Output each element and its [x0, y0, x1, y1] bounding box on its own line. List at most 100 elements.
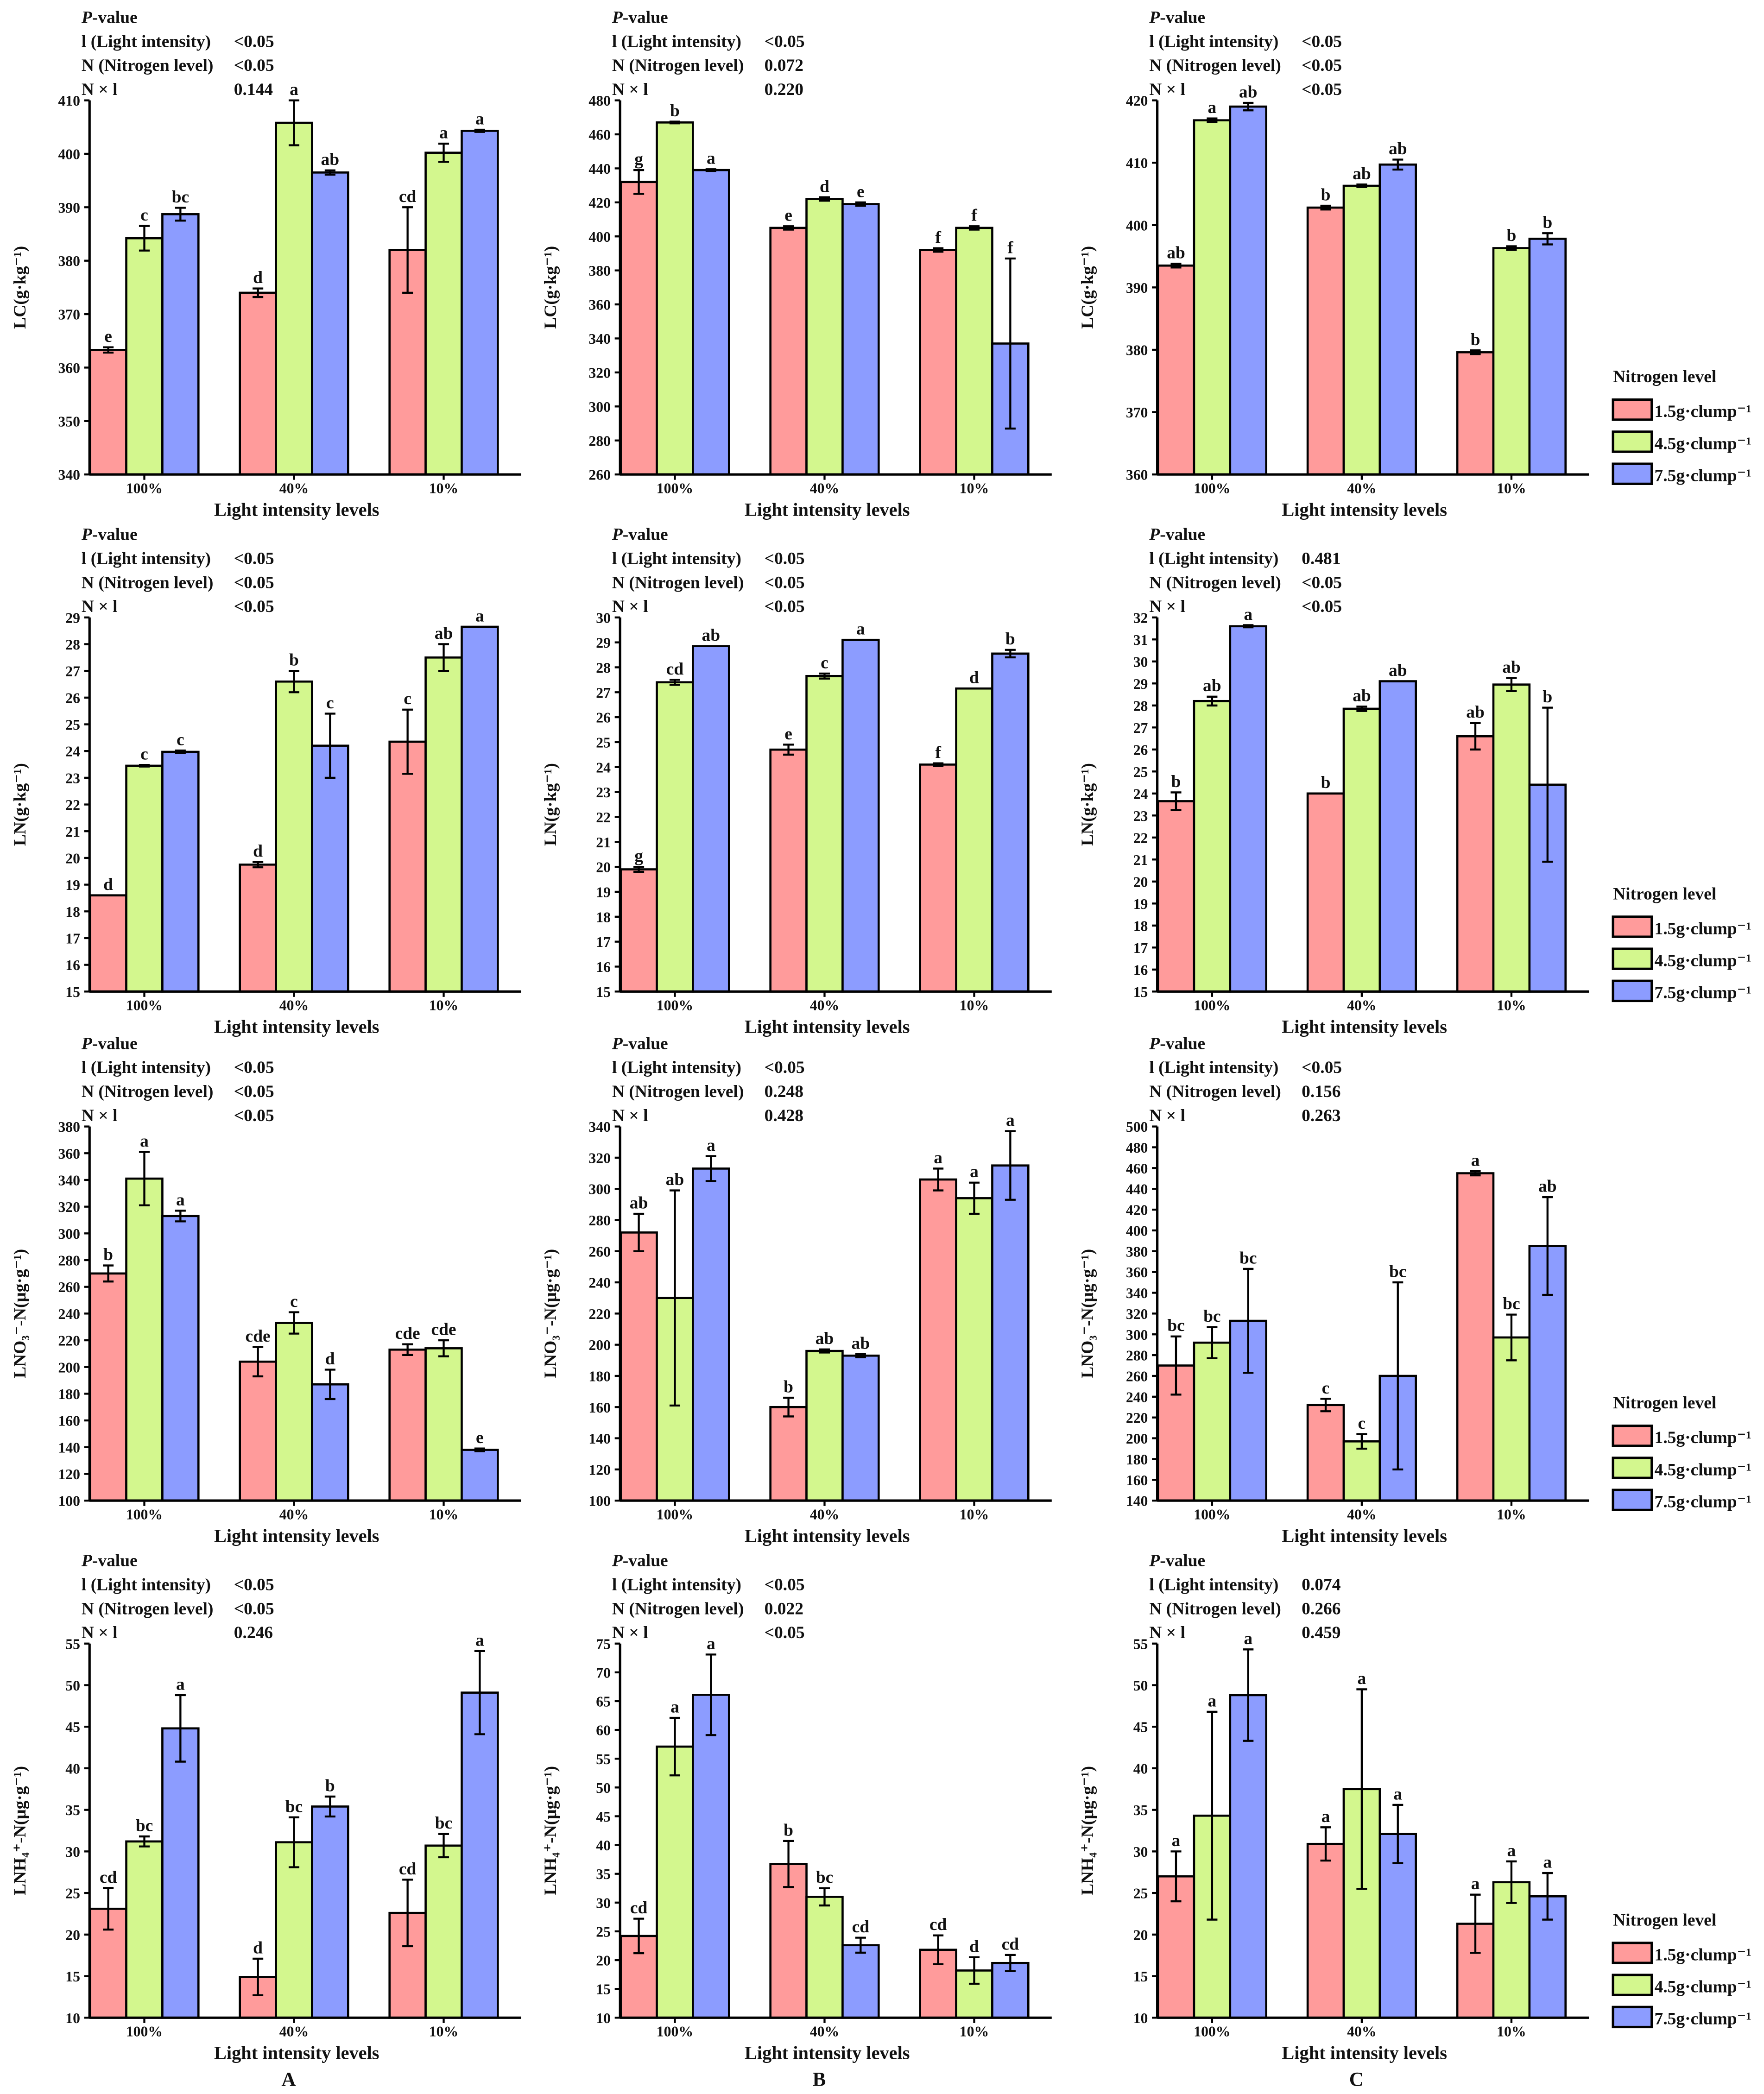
y-tick-label: 65	[596, 1694, 611, 1710]
pvalue-row-value: <0.05	[765, 597, 805, 616]
y-tick-label: 27	[65, 663, 80, 680]
x-tick-label: 40%	[810, 997, 839, 1014]
pvalue-row-label: N (Nitrogen level)	[82, 1082, 214, 1101]
significance-letter: ab	[1538, 1177, 1557, 1196]
bar-n1.5	[89, 1272, 127, 1502]
x-tick-label: 40%	[279, 1507, 309, 1523]
bar-n4.5	[424, 1844, 463, 2019]
y-axis-title: LC(g·kg⁻¹)	[11, 246, 30, 329]
bar-n4.5	[955, 1197, 993, 1502]
pvalue-row-label: N × l	[82, 597, 118, 616]
pvalue-title-rest: -value	[623, 8, 668, 27]
significance-letter: b	[1543, 213, 1552, 232]
pvalue-row-label: N × l	[612, 80, 648, 99]
y-tick-label: 360	[1126, 1264, 1148, 1280]
bar-n1.5	[1306, 1842, 1345, 2019]
bar-n4.5	[955, 687, 993, 993]
y-tick-label: 25	[1133, 1886, 1148, 1902]
y-tick-label: 50	[596, 1780, 611, 1796]
y-tick-label: 30	[596, 610, 611, 626]
y-tick-label: 320	[588, 1150, 611, 1166]
legend: Nitrogen level 1.5g·clump⁻¹ 4.5g·clump⁻¹ 7.…	[1612, 367, 1751, 486]
y-axis-title: LNH₄⁺-N(μg·g⁻¹)	[541, 1766, 560, 1895]
significance-letter: a	[1244, 1629, 1252, 1648]
y-tick-label: 24	[1133, 786, 1148, 802]
significance-letter: a	[1471, 1874, 1480, 1893]
bar-n4.5	[805, 1896, 844, 2019]
y-tick-label: 19	[1133, 896, 1148, 912]
y-tick-label: 15	[65, 1968, 80, 1985]
y-tick-label: 260	[588, 1243, 611, 1260]
significance-letter: a	[140, 1132, 149, 1151]
y-tick-label: 40	[1133, 1760, 1148, 1777]
pvalue-title-rest: -value	[623, 525, 668, 544]
bar-n7.5	[1229, 105, 1267, 476]
x-tick-label: 40%	[1347, 2024, 1376, 2040]
y-tick-label: 400	[58, 146, 80, 163]
y-tick-label: 180	[588, 1369, 611, 1385]
significance-letter: c	[1322, 1379, 1330, 1398]
significance-letter: ab	[852, 1334, 870, 1353]
bar-n7.5	[692, 645, 730, 993]
significance-letter: ab	[1353, 164, 1371, 183]
x-tick-label: 10%	[960, 997, 989, 1014]
pvalue-row-value: 0.072	[765, 56, 803, 75]
significance-letter: e	[476, 1428, 484, 1447]
y-tick-label: 23	[1133, 808, 1148, 824]
bar-n1.5	[89, 894, 127, 993]
bar-n4.5	[1342, 184, 1381, 476]
x-axis-title: Light intensity levels	[214, 1016, 379, 1037]
bar-n7.5	[311, 1805, 349, 2019]
y-tick-label: 140	[58, 1439, 80, 1456]
y-tick-label: 25	[596, 734, 611, 751]
pvalue-title: P-value	[1149, 525, 1205, 544]
significance-letter: b	[289, 651, 299, 670]
y-tick-label: 23	[65, 770, 80, 786]
x-tick-label: 40%	[810, 1507, 839, 1523]
y-tick-label: 28	[1133, 698, 1148, 714]
significance-letter: cd	[666, 660, 684, 679]
chart-panel-c3: P-value l (Light intensity) <0.05 N (Nitrog…	[1078, 1034, 1751, 1546]
pvalue-row-label: N (Nitrogen level)	[612, 1599, 744, 1618]
y-tick-label: 320	[588, 365, 611, 381]
significance-letter: c	[290, 1292, 298, 1311]
pvalue-row-value: <0.05	[1302, 573, 1342, 592]
x-tick-label: 10%	[1497, 480, 1526, 497]
significance-letter: d	[253, 842, 263, 861]
pvalue-row-label: N (Nitrogen level)	[1149, 1082, 1281, 1101]
legend: Nitrogen level 1.5g·clump⁻¹ 4.5g·clump⁻¹ 7.…	[1612, 1911, 1751, 2029]
pvalue-title-rest: -value	[623, 1551, 668, 1570]
legend-swatch	[1612, 1425, 1653, 1447]
x-axis-title: Light intensity levels	[214, 1526, 379, 1546]
bar-n7.5	[161, 1727, 200, 2019]
bar-n7.5	[461, 1691, 499, 2019]
pvalue-row-label: N (Nitrogen level)	[82, 56, 214, 75]
pvalue-row-label: N × l	[82, 1623, 118, 1642]
x-tick-label: 10%	[1497, 1507, 1526, 1523]
y-tick-label: 17	[1133, 940, 1148, 956]
significance-letter: ab	[1167, 244, 1185, 263]
y-tick-label: 17	[65, 930, 80, 946]
pvalue-row-value: 0.263	[1302, 1106, 1340, 1125]
legend-item: 7.5g·clump⁻¹	[1655, 467, 1751, 486]
bar-n7.5	[161, 751, 200, 993]
bar-n4.5	[656, 121, 694, 476]
pvalue-row-value: <0.05	[234, 1575, 274, 1594]
y-axis-title: LNH₄⁺-N(μg·g⁻¹)	[1078, 1766, 1097, 1895]
bar-n1.5	[1456, 735, 1495, 993]
pvalue-row-label: N × l	[82, 80, 118, 99]
pvalue-p: P	[1149, 8, 1160, 27]
y-tick-label: 20	[65, 1927, 80, 1943]
significance-letter: ab	[666, 1170, 684, 1189]
legend-item: 1.5g·clump⁻¹	[1655, 1428, 1751, 1447]
y-tick-label: 220	[1126, 1410, 1148, 1426]
y-tick-label: 18	[65, 904, 80, 920]
y-tick-label: 23	[596, 784, 611, 801]
x-axis-title: Light intensity levels	[1282, 2043, 1447, 2063]
significance-letter: a	[1006, 1111, 1015, 1130]
significance-letter: a	[475, 110, 484, 129]
significance-letter: cd	[1002, 1935, 1019, 1954]
x-tick-label: 40%	[279, 2024, 309, 2040]
y-tick-label: 100	[588, 1493, 611, 1509]
